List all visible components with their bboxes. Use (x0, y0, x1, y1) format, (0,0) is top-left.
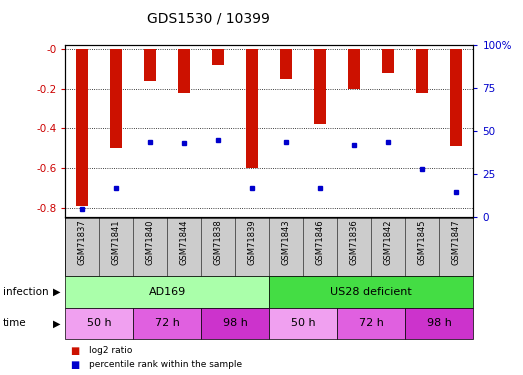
Bar (314, 49, 326, 124)
Text: GSM71840: GSM71840 (146, 219, 155, 265)
Text: GSM71847: GSM71847 (452, 219, 461, 265)
Text: GSM71846: GSM71846 (316, 219, 325, 265)
Bar (212, 49, 224, 65)
Text: ■: ■ (71, 345, 80, 355)
Text: 50 h: 50 h (291, 318, 316, 328)
Text: GDS1530 / 10399: GDS1530 / 10399 (147, 11, 269, 25)
Text: GSM71842: GSM71842 (384, 219, 393, 265)
Text: 72 h: 72 h (359, 318, 384, 328)
Text: GSM71836: GSM71836 (350, 219, 359, 265)
Text: infection: infection (3, 286, 48, 297)
Text: GSM71845: GSM71845 (418, 219, 427, 265)
Text: ▶: ▶ (53, 318, 60, 328)
Text: GSM71838: GSM71838 (214, 219, 223, 265)
Bar (144, 49, 156, 81)
Bar (280, 49, 292, 79)
Text: 98 h: 98 h (223, 318, 248, 328)
Bar (382, 49, 394, 73)
Bar (76, 49, 88, 206)
Bar (416, 49, 428, 93)
Text: GSM71837: GSM71837 (78, 219, 87, 265)
Text: 98 h: 98 h (427, 318, 452, 328)
Text: 72 h: 72 h (155, 318, 180, 328)
Text: ▶: ▶ (53, 286, 60, 297)
Text: GSM71839: GSM71839 (248, 219, 257, 265)
Text: GSM71841: GSM71841 (112, 219, 121, 265)
Text: time: time (3, 318, 26, 328)
Bar (110, 49, 122, 148)
Text: log2 ratio: log2 ratio (89, 346, 132, 355)
Bar (178, 49, 190, 93)
Bar (246, 49, 258, 168)
Text: GSM71843: GSM71843 (282, 219, 291, 265)
Text: 50 h: 50 h (87, 318, 112, 328)
Text: percentile rank within the sample: percentile rank within the sample (89, 360, 242, 369)
Text: GSM71844: GSM71844 (180, 219, 189, 265)
Text: AD169: AD169 (149, 286, 186, 297)
Text: ■: ■ (71, 360, 80, 370)
Text: US28 deficient: US28 deficient (331, 286, 412, 297)
Bar (348, 49, 360, 88)
Bar (450, 49, 462, 146)
